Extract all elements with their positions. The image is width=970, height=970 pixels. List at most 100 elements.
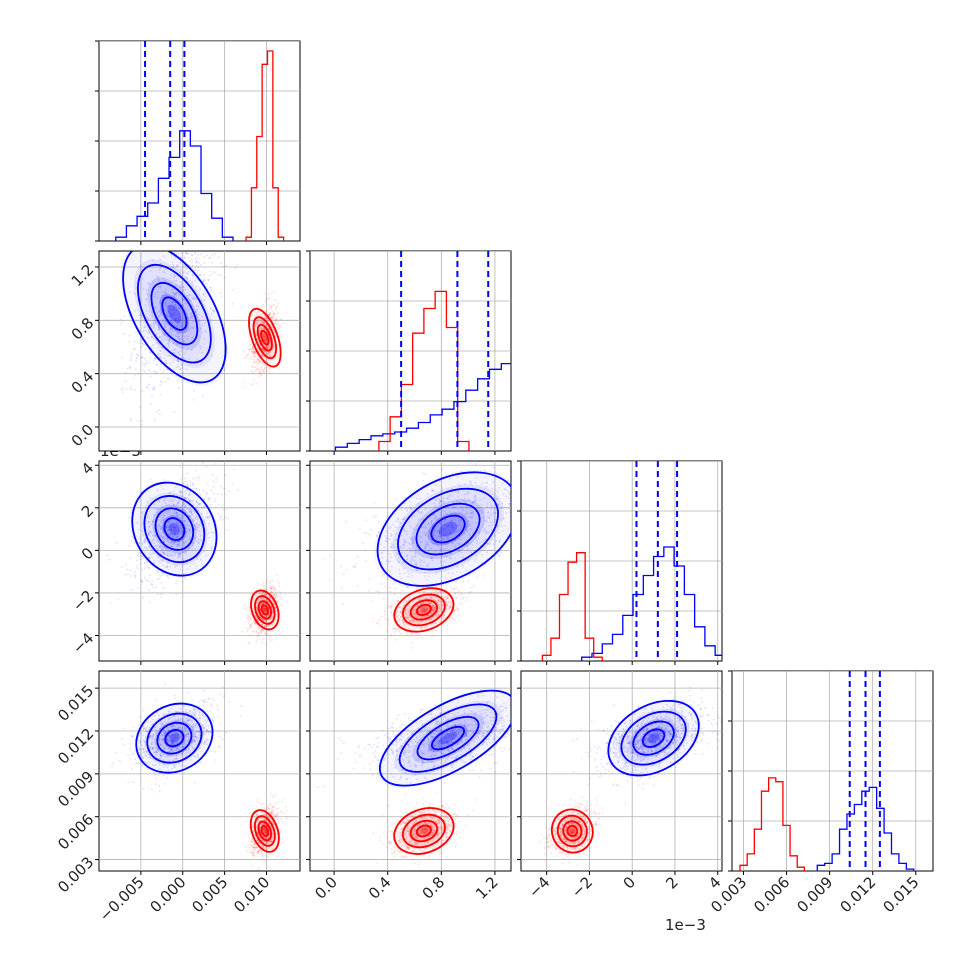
scatter-point bbox=[152, 337, 155, 340]
scatter-point bbox=[170, 543, 173, 546]
contour-line bbox=[248, 307, 282, 368]
scatter-point bbox=[146, 547, 148, 550]
scatter-point bbox=[172, 315, 174, 318]
scatter-point bbox=[495, 497, 498, 500]
scatter-point bbox=[426, 542, 428, 545]
scatter-point bbox=[261, 374, 263, 377]
scatter-point bbox=[274, 607, 277, 609]
scatter-point bbox=[264, 611, 267, 613]
scatter-point bbox=[270, 605, 273, 608]
scatter-point bbox=[444, 576, 447, 579]
scatter-point bbox=[189, 516, 192, 519]
scatter-point bbox=[470, 528, 473, 531]
scatter-point bbox=[184, 506, 187, 509]
scatter-point bbox=[208, 286, 211, 289]
scatter-point bbox=[161, 294, 163, 297]
scatter-point bbox=[262, 327, 265, 330]
scatter-point bbox=[167, 554, 169, 556]
scatter-point bbox=[269, 587, 272, 589]
scatter-point bbox=[130, 386, 133, 389]
scatter-point bbox=[177, 336, 180, 338]
scatter-point bbox=[150, 403, 152, 405]
scatter-point bbox=[392, 530, 395, 533]
scatter-point bbox=[267, 345, 270, 348]
scatter-point bbox=[268, 362, 271, 364]
scatter-point bbox=[165, 334, 168, 337]
scatter-point bbox=[159, 300, 162, 303]
scatter-point bbox=[255, 607, 258, 610]
scatter-point bbox=[226, 529, 229, 532]
scatter-point bbox=[459, 501, 462, 503]
scatter-point bbox=[195, 522, 198, 525]
scatter-point bbox=[481, 526, 484, 529]
scatter-point bbox=[171, 330, 174, 333]
scatter-point bbox=[177, 514, 180, 517]
scatter-point bbox=[442, 500, 444, 503]
panel-content bbox=[99, 461, 300, 661]
scatter-point bbox=[456, 529, 459, 532]
scatter-point bbox=[175, 521, 178, 524]
scatter-point bbox=[194, 511, 197, 514]
scatter-point bbox=[173, 349, 176, 351]
contour-line bbox=[154, 507, 195, 551]
scatter-point bbox=[274, 300, 277, 303]
scatter-point bbox=[262, 618, 264, 621]
scatter-point bbox=[183, 544, 185, 547]
scatter-point bbox=[156, 347, 159, 349]
scatter-point bbox=[121, 321, 124, 323]
scatter-point bbox=[160, 527, 163, 530]
scatter-point bbox=[163, 546, 166, 549]
scatter-point bbox=[173, 314, 176, 317]
scatter-point bbox=[145, 548, 148, 551]
scatter-point bbox=[271, 611, 274, 613]
scatter-point bbox=[269, 618, 271, 621]
scatter-point bbox=[141, 569, 143, 571]
scatter-point bbox=[175, 264, 178, 267]
scatter-point bbox=[264, 316, 267, 318]
scatter-point bbox=[385, 630, 388, 633]
scatter-point bbox=[274, 319, 277, 322]
scatter-point bbox=[142, 329, 145, 332]
scatter-point bbox=[263, 323, 266, 326]
scatter-point bbox=[504, 525, 507, 527]
scatter-point bbox=[260, 318, 263, 321]
scatter-point bbox=[426, 493, 429, 496]
scatter-point bbox=[444, 554, 447, 556]
scatter-point bbox=[194, 310, 197, 313]
scatter-point bbox=[161, 551, 164, 554]
scatter-point bbox=[260, 591, 263, 593]
scatter-point bbox=[197, 542, 200, 545]
scatter-point bbox=[176, 323, 179, 325]
scatter-point bbox=[405, 633, 408, 636]
scatter-point bbox=[156, 507, 159, 510]
scatter-point bbox=[189, 493, 191, 495]
scatter-point bbox=[245, 356, 248, 359]
scatter-point bbox=[388, 538, 391, 540]
scatter-point bbox=[151, 259, 154, 262]
scatter-point bbox=[179, 489, 181, 492]
scatter-point bbox=[196, 523, 199, 525]
scatter-point bbox=[124, 573, 127, 576]
scatter-point bbox=[271, 354, 274, 357]
scatter-point bbox=[207, 515, 209, 518]
scatter-point bbox=[479, 499, 482, 501]
scatter-point bbox=[260, 328, 263, 331]
scatter-point bbox=[197, 305, 200, 308]
scatter-point bbox=[257, 318, 260, 320]
scatter-point bbox=[180, 325, 182, 328]
scatter-point bbox=[157, 543, 159, 546]
scatter-point bbox=[171, 314, 174, 317]
scatter-point bbox=[269, 305, 271, 308]
scatter-point bbox=[178, 556, 181, 559]
scatter-point bbox=[174, 348, 177, 351]
scatter-point bbox=[202, 337, 205, 340]
scatter-point bbox=[260, 362, 262, 365]
scatter-point bbox=[163, 499, 166, 502]
scatter-point bbox=[243, 603, 246, 606]
scatter-point bbox=[272, 312, 275, 315]
scatter-point bbox=[267, 328, 270, 330]
scatter-point bbox=[170, 529, 172, 532]
scatter-point bbox=[441, 510, 444, 513]
scatter-point bbox=[170, 254, 173, 257]
scatter-point bbox=[442, 538, 445, 540]
